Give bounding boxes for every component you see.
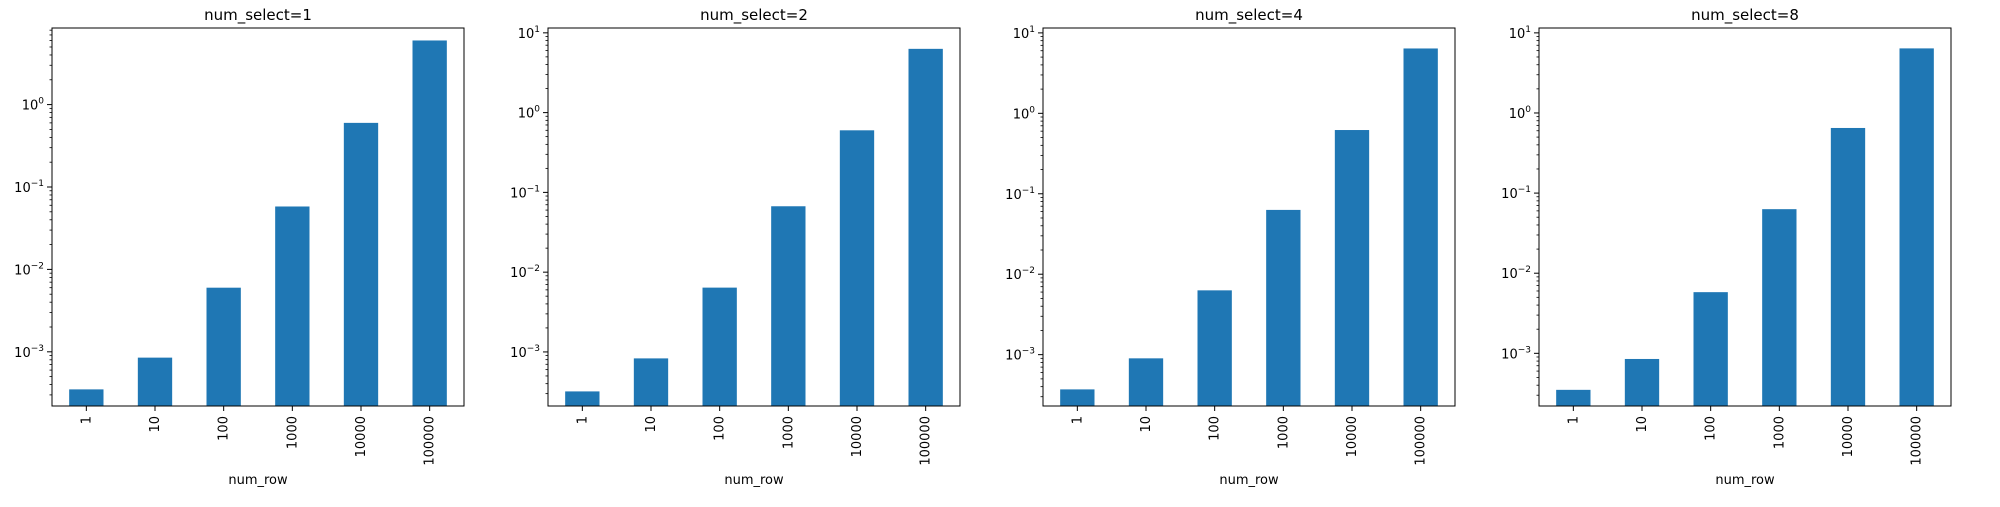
bar-10 — [1128, 358, 1164, 406]
x-tick-label: 100 — [217, 416, 232, 441]
bar-1000 — [275, 206, 310, 406]
x-tick-label: 10 — [1635, 416, 1650, 433]
axes-frame — [1042, 27, 1456, 407]
x-axis-label: num_row — [1715, 473, 1775, 488]
bar-10000 — [343, 122, 379, 407]
y-tick-label: 10−2 — [1005, 266, 1035, 283]
bar-10 — [137, 357, 173, 406]
bar-1000 — [771, 206, 806, 406]
x-tick-label: 10000 — [1841, 416, 1856, 457]
chart-title: num_select=4 — [1195, 6, 1303, 25]
bar-1000 — [1762, 209, 1797, 406]
bar-10000 — [839, 130, 875, 406]
axes-frame — [547, 27, 961, 407]
bar-1 — [565, 391, 600, 406]
bar-1 — [1060, 389, 1095, 406]
bar-10 — [1624, 358, 1660, 406]
x-tick-label: 1000 — [1276, 416, 1291, 449]
x-tick-label: 10 — [148, 416, 163, 433]
axes-frame — [51, 27, 465, 407]
chart-panel-4: 1 10 100 1000 10000 100000 10−3 10−2 10−1 100 101 n… — [1501, 6, 1952, 488]
y-tick-label: 10−2 — [510, 264, 540, 281]
x-tick-label: 1000 — [781, 416, 796, 449]
chart-title: num_select=8 — [1691, 6, 1799, 25]
y-tick-label: 10−1 — [1501, 185, 1531, 202]
bar-10000 — [1830, 127, 1866, 406]
y-tick-label: 101 — [518, 25, 540, 42]
y-tick-label: 10−2 — [14, 261, 44, 278]
chart-panel-1: 1 10 100 1000 10000 100000 10−3 10−2 10−1 100 num_… — [14, 6, 465, 488]
y-tick-label: 10−3 — [14, 344, 44, 361]
chart-title: num_select=1 — [204, 6, 312, 25]
x-tick-label: 10 — [644, 416, 659, 433]
x-tick-label: 1000 — [1772, 416, 1787, 449]
x-tick-label: 10000 — [850, 416, 865, 457]
chart-panel-3: 1 10 100 1000 10000 100000 10−3 10−2 10−1 100 101 n… — [1005, 6, 1456, 488]
y-tick-label: 101 — [1509, 25, 1531, 42]
bar-1000 — [1266, 209, 1301, 406]
bar-1 — [1556, 389, 1591, 406]
x-tick-label: 100000 — [423, 416, 438, 466]
bar-100 — [1197, 290, 1232, 406]
x-tick-label: 10 — [1139, 416, 1154, 433]
y-tick-label: 100 — [22, 97, 45, 114]
y-tick-label: 10−1 — [510, 184, 540, 201]
bar-1 — [69, 389, 104, 406]
bar-10000 — [1334, 130, 1370, 406]
bar-100000 — [908, 48, 943, 406]
bar-100 — [702, 287, 737, 406]
y-tick-label: 10−1 — [1005, 186, 1035, 203]
bar-100 — [1693, 292, 1728, 406]
chart-title: num_select=2 — [700, 6, 808, 25]
y-tick-label: 101 — [1013, 25, 1035, 42]
x-tick-label: 1 — [79, 416, 94, 424]
x-tick-label: 100 — [1208, 416, 1223, 441]
y-tick-label: 10−3 — [1005, 347, 1035, 364]
x-tick-label: 1 — [1070, 416, 1085, 424]
y-tick-label: 10−2 — [1501, 265, 1531, 282]
x-tick-label: 100000 — [919, 416, 934, 466]
bar-100000 — [1899, 48, 1934, 406]
chart-panel-2: 1 10 100 1000 10000 100000 10−3 10−2 10−1 100 101 n… — [510, 6, 961, 488]
x-axis-label: num_row — [228, 473, 288, 488]
y-tick-label: 100 — [518, 105, 541, 122]
y-tick-label: 10−3 — [510, 344, 540, 361]
x-tick-label: 100000 — [1414, 416, 1429, 466]
y-tick-label: 100 — [1509, 105, 1532, 122]
bar-100000 — [1403, 48, 1438, 406]
axes-frame — [1538, 27, 1952, 407]
y-tick-label: 10−1 — [14, 179, 44, 196]
x-tick-label: 10000 — [1345, 416, 1360, 457]
y-tick-label: 100 — [1013, 105, 1036, 122]
x-tick-label: 10000 — [354, 416, 369, 457]
x-tick-label: 100000 — [1910, 416, 1925, 466]
y-tick-label: 10−3 — [1501, 345, 1531, 362]
x-tick-label: 100 — [713, 416, 728, 441]
x-tick-label: 1 — [1566, 416, 1581, 424]
bar-10 — [633, 358, 669, 406]
bar-100 — [206, 287, 241, 406]
x-tick-label: 1000 — [285, 416, 300, 449]
x-tick-label: 1 — [575, 416, 590, 424]
x-axis-label: num_row — [724, 473, 784, 488]
bar-100000 — [412, 40, 447, 406]
x-axis-label: num_row — [1219, 473, 1279, 488]
x-tick-label: 100 — [1704, 416, 1719, 441]
